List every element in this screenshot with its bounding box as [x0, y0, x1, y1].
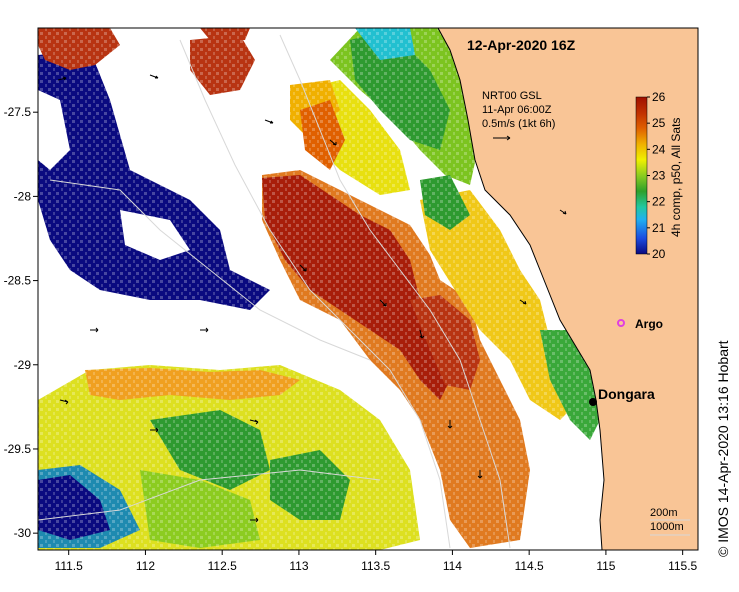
y-tick-label: -27.5 [4, 105, 32, 119]
map-title: 12-Apr-2020 16Z [467, 37, 576, 53]
current-scale-label: 0.5m/s (1kt 6h) [482, 118, 555, 130]
x-tick-label: 114 [443, 559, 462, 573]
colorbar-gradient [635, 96, 648, 255]
isobaths [38, 34, 511, 549]
credit-text: © IMOS 14-Apr-2020 13:16 Hobart [715, 340, 731, 557]
dongara-label: Dongara [598, 386, 655, 402]
colorbar-tick-label: 24 [652, 142, 666, 156]
land [437, 28, 698, 550]
x-tick-label: 115.5 [668, 559, 697, 573]
x-tick-label: 111.5 [55, 559, 84, 573]
colorbar-tick-label: 26 [652, 90, 666, 104]
argo-label: Argo [635, 317, 663, 331]
x-axis: 111.5 112 112.5 113 113.5 114 114.5 115 115.5 [55, 550, 698, 573]
isobath-deep-1 [49, 179, 371, 361]
current-time-label: 11-Apr 06:00Z [482, 104, 552, 116]
colorbar-tick-label: 21 [652, 221, 666, 235]
x-tick-label: 112 [136, 559, 155, 573]
argo-icon [617, 319, 625, 327]
current-scale-arrow [493, 135, 511, 141]
colorbar-label: 4h comp, p50, All Sats [669, 118, 683, 237]
isobath-deep-2 [38, 469, 381, 521]
current-vectors [57, 74, 567, 523]
x-tick-label: 112.5 [208, 559, 237, 573]
x-tick-label: 113 [289, 559, 308, 573]
x-tick-label: 113.5 [361, 559, 390, 573]
isobath-legend-1000m-label: 1000m [650, 521, 684, 533]
place-dongara: Dongara [589, 386, 655, 406]
argo-marker: Argo [617, 317, 663, 331]
x-tick-label: 114.5 [515, 559, 544, 573]
colorbar-tick-label: 22 [652, 195, 666, 209]
y-tick-label: -29 [14, 358, 32, 372]
y-tick-label: -30 [14, 526, 32, 540]
isobath-200m [279, 34, 511, 549]
x-tick-label: 115 [596, 559, 615, 573]
colorbar: 26 25 24 23 22 21 20 4h comp, p50, All Sats [635, 90, 683, 261]
y-tick-label: -28 [14, 189, 32, 203]
colorbar-tick-label: 20 [652, 247, 666, 261]
current-source-label: NRT00 GSL [482, 90, 542, 102]
isobath-legend-200m-label: 200m [650, 507, 678, 519]
colorbar-tick-label: 23 [652, 169, 666, 183]
dongara-dot [589, 398, 597, 406]
colorbar-tick-label: 25 [652, 116, 666, 130]
isobath-1000m [179, 39, 451, 549]
y-tick-label: -28.5 [4, 274, 32, 288]
plot-frame [37, 27, 699, 551]
y-tick-label: -29.5 [4, 442, 32, 456]
plot-area [38, 28, 698, 550]
y-axis: -27.5 -28 -28.5 -29 -29.5 -30 [4, 105, 38, 540]
